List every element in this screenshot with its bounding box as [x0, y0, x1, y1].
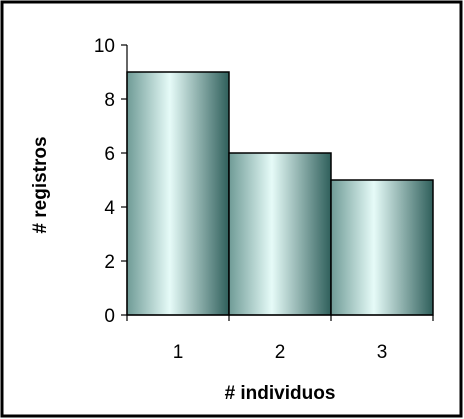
x-tick-label: 2 — [275, 342, 286, 363]
x-tick-label: 3 — [377, 342, 388, 363]
bar-2 — [228, 152, 332, 316]
x-ticks-group: 1 2 3 — [126, 315, 434, 363]
x-axis-title: # individuos — [225, 383, 336, 404]
y-ticks-group: 0 2 4 6 8 10 — [94, 36, 127, 327]
y-tick-label: 10 — [94, 36, 115, 57]
y-axis-title: # registros — [30, 136, 51, 233]
bar-3 — [330, 179, 434, 316]
y-tick-label: 0 — [104, 306, 115, 327]
bars-group — [126, 71, 434, 316]
y-tick-label: 6 — [104, 144, 115, 165]
y-tick-label: 4 — [104, 198, 115, 219]
y-tick-label: 2 — [104, 252, 115, 273]
y-tick-label: 8 — [104, 90, 115, 111]
bar-1 — [126, 71, 230, 316]
x-tick-label: 1 — [173, 342, 184, 363]
